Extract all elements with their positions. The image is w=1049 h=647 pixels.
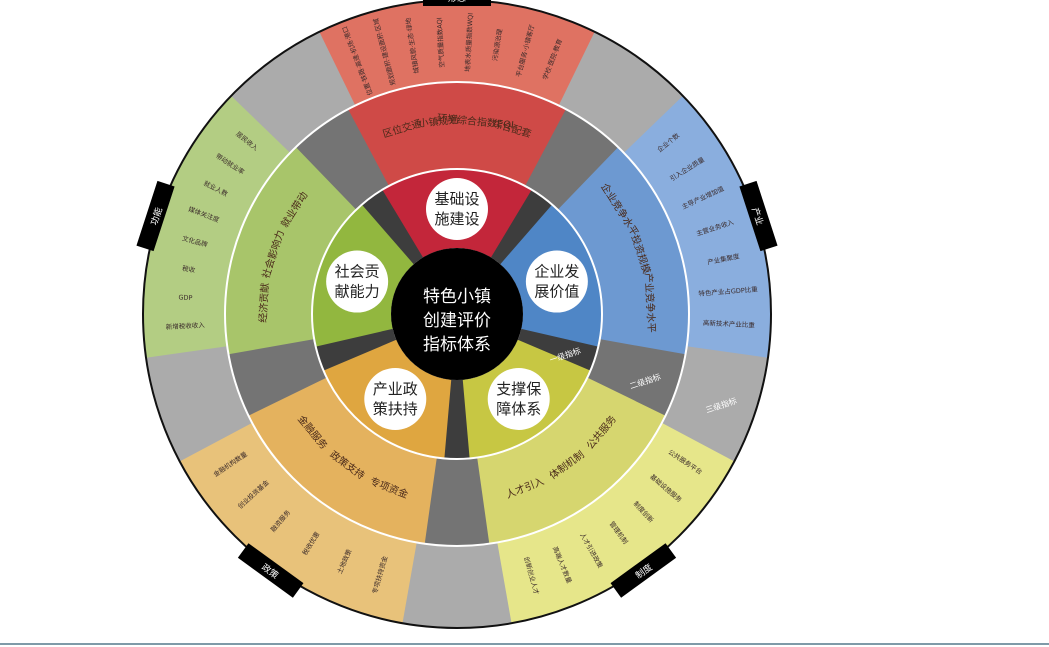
support-level1-label: 障体系 — [496, 400, 541, 418]
policy-category-band: 政策 — [237, 543, 304, 598]
infrastructure-level3-label: 地表水质量指数WQI — [463, 12, 475, 71]
enterprise-mid-sector — [557, 147, 689, 355]
support-level1-label: 支撑保 — [496, 380, 541, 398]
policy-level1-label: 策扶持 — [373, 400, 418, 418]
ring-dividers — [142, 0, 772, 629]
support-category-band: 制度 — [610, 543, 677, 598]
category-band-box — [423, 0, 491, 6]
social-level3-label: 税收 — [182, 264, 197, 275]
infrastructure-category-band: 形态 — [423, 0, 491, 6]
category-bands: 形态产业制度 政策 功能 — [136, 0, 778, 598]
policy-level1-disc — [364, 367, 427, 430]
center-title-line-1: 特色小镇 — [423, 287, 491, 307]
enterprise-level2-label: 产业竞争水平 — [642, 272, 658, 333]
enterprise-category-band: 产业 — [739, 180, 778, 252]
support-outer-sector — [497, 422, 735, 624]
infrastructure-level3-label: 空气质量指数AQI — [434, 17, 446, 68]
category-band-box — [739, 180, 778, 252]
category-band-label: 形态 — [448, 0, 466, 4]
enterprise-level1-disc — [525, 250, 588, 313]
wheel-sectors — [142, 0, 771, 628]
center-title-line-3: 指标体系 — [423, 335, 491, 355]
infrastructure-outer-sector — [319, 0, 595, 106]
infrastructure-level2-label: 小镇规划 — [418, 113, 459, 130]
social-level2-label: 经济贡献 — [256, 282, 271, 323]
enterprise-level3-label: 高新技术产业比重 — [703, 318, 756, 329]
category-band-box — [136, 180, 175, 252]
enterprise-level3-label: 特色产业占GDP比重 — [698, 284, 758, 297]
social-level3-label: 新增税收收入 — [166, 320, 206, 331]
social-level3-label: GDP — [178, 293, 192, 302]
policy-mid-sector — [248, 377, 437, 544]
enterprise-level1-label: 企业发 — [534, 263, 579, 281]
center-circle — [391, 248, 523, 380]
social-level1-disc — [326, 250, 389, 313]
center-hub: 特色小镇 创建评价 指标体系 — [391, 248, 523, 380]
category-band-box — [610, 543, 677, 598]
social-mid-sector — [225, 147, 357, 355]
center-title-line-2: 创建评价 — [423, 311, 491, 331]
support-mid-sector — [477, 377, 666, 544]
ring-divider-2 — [224, 81, 690, 547]
enterprise-outer-sector — [623, 95, 771, 358]
infrastructure-level1-label: 基础设 — [434, 190, 479, 208]
policy-level1-label: 产业政 — [373, 380, 418, 398]
social-level1-label: 献能力 — [335, 283, 380, 301]
infrastructure-level1-label: 施建设 — [434, 210, 479, 228]
policy-outer-sector — [179, 422, 417, 624]
infrastructure-level1-disc — [426, 178, 488, 240]
category-band-box — [237, 543, 304, 598]
social-category-band: 功能 — [136, 180, 175, 252]
bottom-divider-line — [0, 643, 1049, 645]
social-outer-sector — [143, 95, 291, 358]
enterprise-level1-label: 展价值 — [534, 283, 579, 301]
support-level1-disc — [487, 367, 550, 430]
outer-border — [142, 0, 772, 629]
social-level1-label: 社会贡 — [335, 263, 380, 281]
infrastructure-mid-sector — [348, 82, 566, 186]
ring-divider-1 — [311, 168, 603, 460]
